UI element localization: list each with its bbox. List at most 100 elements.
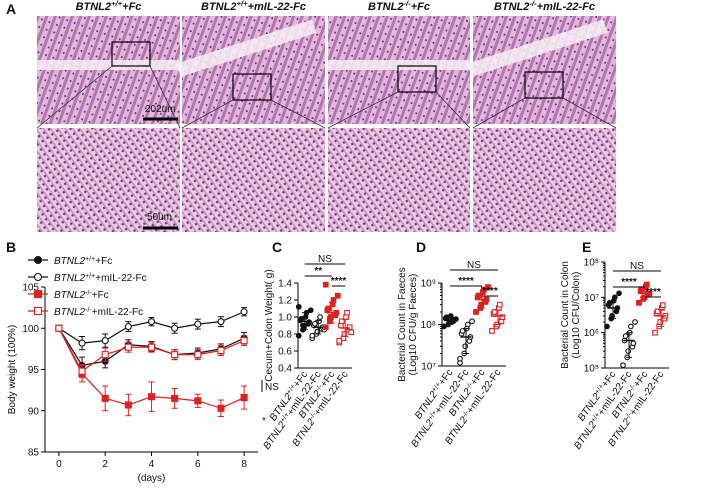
data-point: [334, 292, 341, 299]
data-point: [346, 324, 353, 331]
y-axis-label: Body weight (100%): [7, 325, 18, 415]
data-point: [147, 343, 156, 351]
legend-label: BTNL2+/++mIL-22-Fc: [54, 273, 147, 285]
scale-label: 50um: [147, 212, 172, 223]
name-part: +Fc: [95, 256, 112, 267]
name-part: +/+: [111, 0, 123, 8]
name-part: -/-: [85, 307, 92, 314]
data-point: [620, 362, 626, 369]
x-tick-label: 4: [149, 459, 155, 470]
legend-label: BTNL2+/++Fc: [54, 256, 112, 268]
data-point: [659, 302, 666, 309]
data-point: [636, 299, 642, 306]
data-point: [217, 404, 225, 412]
data-point: [625, 348, 632, 354]
name-part: BTNL2: [368, 1, 403, 13]
data-point: [344, 309, 350, 316]
annotation: NS: [265, 382, 279, 393]
legend-marker: [33, 289, 43, 299]
scale-label: 202um: [145, 104, 176, 115]
zoom-line: [562, 97, 617, 129]
y-tick-label: 10⁵: [584, 364, 599, 375]
data-point: [322, 324, 329, 331]
data-point: [124, 343, 132, 351]
data-point: [194, 320, 202, 328]
y-tick-label: 85: [28, 448, 40, 459]
histology-zoom-image: [328, 128, 470, 232]
annotation: ****: [331, 276, 347, 287]
y-tick-label: 95: [28, 365, 40, 376]
zoom-box: [232, 73, 272, 101]
data-point: [627, 323, 634, 330]
data-point: [609, 312, 616, 319]
annotation: NS: [318, 254, 332, 265]
data-point: [217, 318, 225, 326]
data-point: [462, 343, 469, 350]
data-point: [55, 324, 63, 332]
name-part: -/-: [628, 382, 638, 392]
data-point: [622, 333, 629, 339]
data-point: [194, 397, 202, 405]
name-part: +Fc: [92, 290, 109, 301]
data-point: [295, 303, 302, 310]
legend-label: BTNL2-/-+Fc: [54, 290, 109, 302]
legend-marker: [33, 255, 43, 265]
data-point: [317, 314, 323, 320]
data-point: [325, 305, 332, 312]
legend-marker: [33, 272, 43, 282]
y-axis-label: (Log10 CFU/Colon): [571, 272, 582, 359]
data-point: [616, 290, 622, 297]
data-point: [240, 393, 248, 402]
data-point: [491, 309, 498, 315]
data-point: [312, 320, 318, 327]
name-part: +/+: [285, 383, 297, 395]
histology-zoom-image: [473, 128, 616, 232]
data-point: [489, 328, 495, 334]
name-part: +Fc: [411, 1, 430, 13]
data-point: [457, 355, 463, 362]
data-point: [101, 337, 109, 345]
annotation: *: [262, 416, 266, 427]
zoom-box: [111, 41, 151, 67]
data-point: [124, 401, 132, 409]
data-point: [306, 319, 313, 325]
name-part: +/+: [590, 411, 602, 423]
name-part: +mIL-22-Fc: [248, 1, 306, 13]
data-point: [643, 281, 650, 288]
panel-label: C: [272, 239, 282, 255]
y-tick-label: 1.2: [278, 296, 292, 307]
name-part: -/-: [85, 290, 92, 297]
y-tick-label: 1.4: [278, 279, 292, 290]
data-point: [171, 394, 179, 402]
zoom-line: [181, 99, 234, 129]
zoom-line: [472, 97, 526, 129]
series-line: [58, 311, 245, 344]
data-point: [499, 314, 506, 321]
y-axis-label: Bacterial Count in Faeces: [397, 267, 408, 382]
name-part: BTNL2: [572, 419, 599, 451]
y-axis-label: Cecum+Colon Weight( g): [264, 269, 275, 381]
data-point: [309, 332, 316, 339]
y-tick-label: 10⁷: [584, 293, 599, 304]
name-part: BTNL2: [54, 273, 86, 284]
y-tick-label: 100: [22, 324, 39, 335]
annotation: ****: [621, 277, 637, 288]
x-tick-label: 2: [102, 459, 108, 470]
name-part: BTNL2: [76, 1, 111, 13]
data-point: [147, 393, 156, 401]
name-part: +/+: [85, 273, 95, 280]
name-part: +/+: [427, 409, 439, 421]
name-part: BTNL2: [201, 1, 236, 13]
data-point: [348, 329, 355, 336]
y-tick-label: 10⁷: [421, 362, 436, 373]
data-point: [217, 346, 225, 355]
data-point: [322, 281, 329, 288]
name-part: +mIL-22-Fc: [537, 1, 595, 13]
annotation: ****: [482, 286, 498, 297]
name-part: -/-: [308, 411, 318, 421]
y-tick-label: 0.6: [278, 347, 292, 358]
data-point: [147, 318, 156, 326]
column-title: BTNL2-/-+mIL-22-Fc: [494, 0, 595, 13]
lumen: [467, 19, 608, 77]
